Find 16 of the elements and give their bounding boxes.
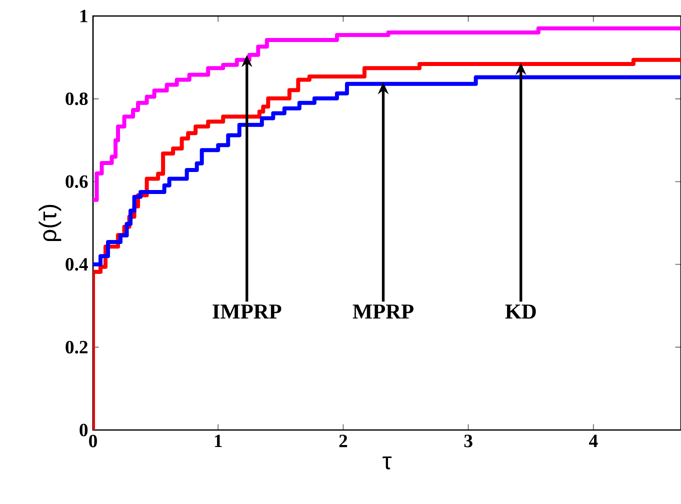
x-tick-label: 4: [589, 434, 598, 447]
x-tick-label: 0: [89, 434, 97, 448]
y-tick-label: 0.2: [66, 340, 88, 354]
annotation: KD: [505, 304, 536, 319]
annotation: IMPRP: [212, 304, 282, 319]
y-tick-label: 0.4: [66, 258, 88, 271]
annotation: MPRP: [352, 304, 414, 319]
x-tick-label: 1: [214, 434, 222, 448]
y-tick-label: 0.8: [66, 92, 88, 106]
x-tick-label: 2: [339, 434, 348, 448]
y-tick-label: 0: [80, 424, 88, 436]
y-tick-label: 1: [80, 10, 88, 22]
y-tick-label: 0.6: [66, 175, 88, 188]
x-tick-label: 3: [464, 434, 472, 448]
x-axis-title: τ: [382, 456, 392, 470]
y-axis-title: ρ(τ): [38, 204, 62, 242]
